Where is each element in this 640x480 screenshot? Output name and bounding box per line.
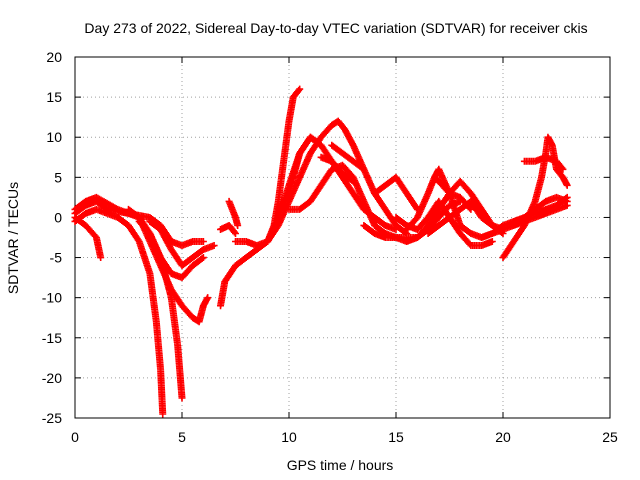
series-track-19 [371,173,421,213]
data-point [466,204,474,212]
data-point [204,294,212,302]
data-point [295,86,303,94]
data-point [348,176,356,184]
data-point [199,254,207,262]
data-point [563,193,571,201]
series-track-8 [217,246,261,310]
data-point [112,205,120,213]
y-tick-label: 15 [46,89,62,105]
y-tick-label: 5 [54,169,62,185]
y-tick-label: 10 [46,129,62,145]
series-track-16 [317,153,357,185]
series-track-9 [217,221,239,237]
plot-border [74,56,611,419]
data-point [159,410,167,418]
chart-title: Day 273 of 2022, Sidereal Day-to-day VTE… [84,20,587,36]
grid-lines [75,57,610,418]
y-tick-label: -5 [50,250,63,266]
data-point [392,225,400,233]
x-tick-label: 5 [178,429,186,445]
series-track-23 [431,173,475,213]
data-point [562,194,570,202]
y-axis-label: SDTVAR / TECUs [5,182,21,294]
series-track-13 [264,117,411,246]
data-point [558,164,566,172]
series-track-27 [510,201,571,229]
y-tick-label: -20 [42,370,62,386]
series-track-17 [328,141,368,173]
y-tick-label: 0 [54,209,62,225]
y-tick-label: -10 [42,290,62,306]
data-point [97,254,105,262]
data-point [467,205,475,213]
series-track-6 [146,217,218,270]
data-point [349,177,357,185]
y-tick-label: -25 [42,410,62,426]
y-tick-label: 20 [46,49,62,65]
data-point [178,394,186,402]
data-point [230,228,238,236]
x-tick-label: 15 [388,429,404,445]
y-tick-label: -15 [42,330,62,346]
data-point [359,164,367,172]
data-point [488,238,496,246]
data-point [199,238,207,246]
series-track-7 [135,217,207,282]
series-track-26 [520,153,567,173]
data-point [198,255,206,263]
x-tick-label: 10 [281,429,297,445]
data-point [360,165,368,173]
x-axis-label: GPS time / hours [287,457,394,473]
x-tick-label: 20 [495,429,511,445]
data-point [559,165,567,173]
data-point [563,181,571,189]
data-point [563,201,571,209]
tick-labels: 0 5 10 15 20 25 -25 -20 -15 -10 -5 0 5 10 15 20 [42,49,618,445]
x-tick-label: 0 [71,429,79,445]
data-point [234,221,242,229]
data-point [210,242,218,250]
axes [74,56,611,419]
data-points [71,85,571,418]
data-point [296,85,304,93]
series-track-10 [225,197,242,229]
data-point [232,229,239,237]
series-track-3 [71,213,105,262]
x-tick-label: 25 [602,429,618,445]
